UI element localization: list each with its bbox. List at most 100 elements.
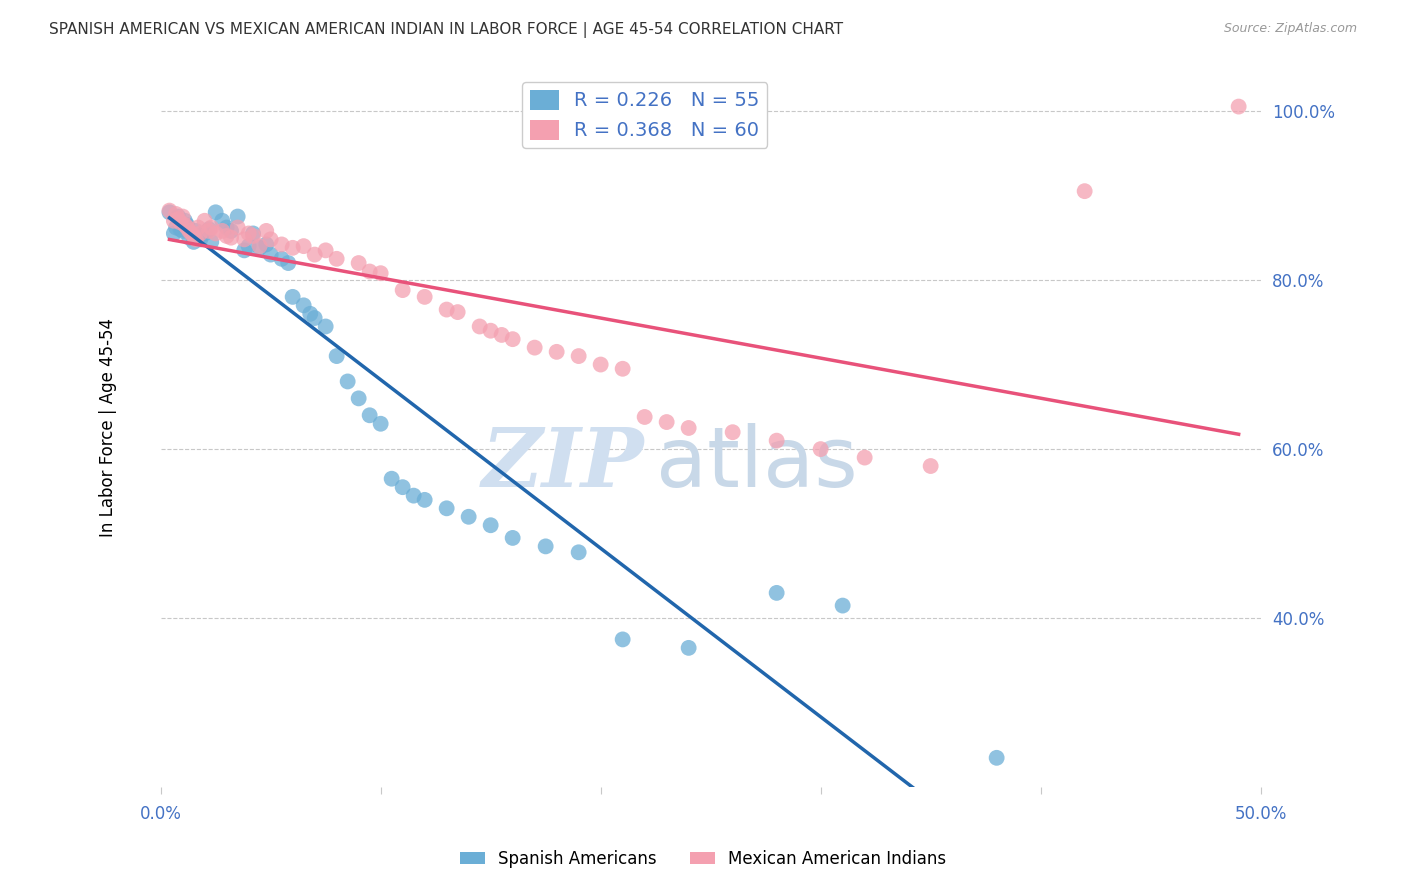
Point	[233, 244, 256, 258]
Point	[211, 213, 233, 227]
Point	[167, 210, 190, 224]
Point	[391, 480, 413, 494]
Text: ZIP: ZIP	[482, 424, 645, 504]
Point	[315, 244, 337, 258]
Point	[176, 220, 198, 235]
Point	[183, 229, 205, 244]
Point	[1227, 99, 1250, 113]
Point	[226, 210, 249, 224]
Point	[159, 205, 181, 219]
Point	[270, 237, 292, 252]
Point	[260, 232, 283, 246]
Point	[183, 235, 205, 249]
Point	[568, 349, 591, 363]
Point	[447, 305, 470, 319]
Point	[270, 252, 292, 266]
Point	[678, 421, 700, 435]
Point	[242, 227, 264, 241]
Point	[347, 392, 370, 406]
Point	[184, 224, 207, 238]
Text: In Labor Force | Age 45-54: In Labor Force | Age 45-54	[98, 318, 117, 538]
Point	[215, 220, 238, 235]
Point	[198, 222, 221, 236]
Point	[502, 531, 524, 545]
Point	[204, 205, 226, 219]
Point	[187, 220, 209, 235]
Point	[546, 344, 568, 359]
Point	[172, 210, 194, 224]
Point	[249, 239, 271, 253]
Point	[831, 599, 853, 613]
Point	[325, 252, 347, 266]
Point	[179, 224, 201, 238]
Point	[172, 224, 194, 238]
Point	[249, 241, 271, 255]
Point	[655, 415, 678, 429]
Point	[491, 327, 513, 342]
Point	[479, 518, 502, 533]
Text: Source: ZipAtlas.com: Source: ZipAtlas.com	[1223, 22, 1357, 36]
Point	[211, 224, 233, 238]
Point	[413, 290, 436, 304]
Point	[612, 361, 634, 376]
Point	[159, 203, 181, 218]
Point	[315, 319, 337, 334]
Point	[468, 319, 491, 334]
Point	[200, 220, 222, 235]
Point	[359, 409, 381, 423]
Point	[165, 220, 187, 235]
Point	[568, 545, 591, 559]
Point	[180, 227, 202, 241]
Point	[260, 247, 283, 261]
Point	[176, 218, 198, 232]
Text: SPANISH AMERICAN VS MEXICAN AMERICAN INDIAN IN LABOR FORCE | AGE 45-54 CORRELATI: SPANISH AMERICAN VS MEXICAN AMERICAN IND…	[49, 22, 844, 38]
Point	[173, 213, 195, 227]
Point	[242, 229, 264, 244]
Point	[299, 307, 322, 321]
Point	[254, 237, 277, 252]
Point	[180, 227, 202, 241]
Point	[523, 341, 546, 355]
Point	[226, 220, 249, 235]
Point	[215, 229, 238, 244]
Point	[920, 458, 942, 473]
Point	[436, 302, 458, 317]
Text: atlas: atlas	[655, 424, 858, 504]
Point	[188, 227, 211, 241]
Point	[198, 224, 221, 238]
Point	[163, 227, 186, 241]
Legend: Spanish Americans, Mexican American Indians: Spanish Americans, Mexican American Indi…	[453, 844, 953, 875]
Point	[436, 501, 458, 516]
Point	[169, 215, 191, 229]
Point	[167, 212, 190, 227]
Point	[457, 509, 479, 524]
Point	[184, 232, 207, 246]
Point	[254, 224, 277, 238]
Point	[413, 492, 436, 507]
Point	[336, 375, 359, 389]
Point	[200, 235, 222, 249]
Point	[325, 349, 347, 363]
Point	[219, 224, 242, 238]
Point	[502, 332, 524, 346]
Point	[304, 311, 326, 326]
Point	[678, 640, 700, 655]
Point	[219, 230, 242, 244]
Point	[381, 472, 404, 486]
Point	[370, 266, 392, 280]
Point	[612, 632, 634, 647]
Point	[194, 213, 217, 227]
Legend: R = 0.226   N = 55, R = 0.368   N = 60: R = 0.226 N = 55, R = 0.368 N = 60	[522, 82, 768, 148]
Point	[238, 227, 260, 241]
Point	[169, 222, 191, 236]
Point	[534, 540, 557, 554]
Point	[402, 489, 425, 503]
Point	[1073, 184, 1095, 198]
Point	[238, 239, 260, 253]
Point	[179, 230, 201, 244]
Point	[304, 247, 326, 261]
Point	[277, 256, 299, 270]
Point	[233, 232, 256, 246]
Point	[188, 232, 211, 246]
Point	[721, 425, 744, 440]
